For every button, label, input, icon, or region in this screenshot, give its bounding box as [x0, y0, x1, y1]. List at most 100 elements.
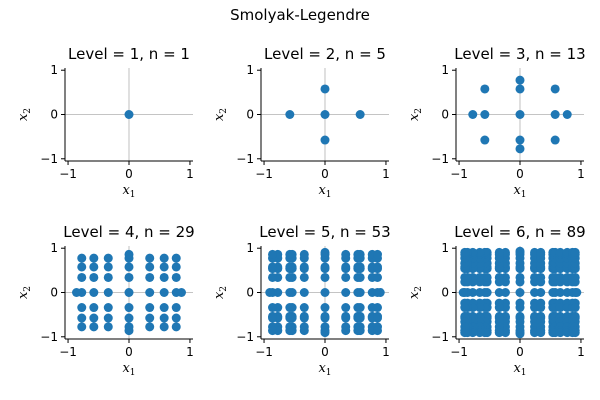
- scatter-point: [145, 253, 155, 263]
- scatter-point: [475, 247, 485, 257]
- panel-3: Level = 3, n = 13 −1 0 1 −1 0 1 x1 x2: [407, 45, 586, 200]
- y-tick-label: −1: [431, 152, 449, 166]
- scatter-point: [341, 249, 351, 259]
- scatter-point: [355, 262, 365, 272]
- scatter-point: [515, 144, 525, 154]
- scatter-point: [536, 303, 546, 313]
- scatter-point: [570, 328, 580, 338]
- scatter-point: [103, 313, 113, 323]
- scatter-point: [515, 135, 525, 145]
- y-tick-label: 0: [441, 286, 449, 300]
- scatter-point: [268, 249, 278, 259]
- scatter-point: [341, 303, 351, 313]
- y-axis-label: x2: [407, 286, 424, 299]
- scatter-point: [372, 303, 382, 313]
- y-axis-label: x2: [212, 108, 229, 121]
- scatter-point: [268, 326, 278, 336]
- y-axis-label: x2: [212, 286, 229, 299]
- scatter-point: [341, 272, 351, 282]
- scatter-point: [480, 135, 490, 145]
- scatter-point: [482, 288, 492, 297]
- panel-title: Level = 4, n = 29: [63, 223, 194, 241]
- scatter-point: [285, 110, 295, 119]
- scatter-point: [555, 288, 565, 297]
- scatter-point: [341, 262, 351, 272]
- scatter-point: [299, 262, 309, 272]
- panel-5: Level = 5, n = 53 −1 0 1 −1 0 1 x1 x2: [212, 223, 391, 378]
- scatter-point: [550, 110, 560, 119]
- scatter-point: [570, 247, 580, 257]
- scatter-point: [89, 313, 99, 323]
- x-axis-label: x1: [513, 361, 526, 378]
- scatter-point: [320, 264, 330, 274]
- panel-title: Level = 1, n = 1: [68, 45, 190, 63]
- scatter-point: [299, 249, 309, 259]
- x-tick-label: 1: [382, 345, 390, 359]
- y-tick-label: 0: [50, 108, 58, 122]
- scatter-point: [536, 272, 546, 282]
- scatter-point: [268, 303, 278, 313]
- panel-1: Level = 1, n = 1 −1 0 1 −1 0 1 x1 x2: [16, 45, 194, 200]
- panel-title: Level = 3, n = 13: [454, 45, 585, 63]
- scatter-point: [458, 288, 468, 297]
- scatter-point: [171, 272, 181, 282]
- x-tick-label: −1: [450, 345, 468, 359]
- scatter-point: [299, 313, 309, 323]
- scatter-point: [494, 247, 504, 257]
- scatter-point: [285, 326, 295, 336]
- scatter-point: [159, 303, 169, 313]
- scatter-point: [124, 272, 134, 282]
- scatter-point: [268, 272, 278, 282]
- scatter-point: [171, 253, 181, 263]
- y-tick-label: 1: [246, 63, 254, 77]
- scatter-point: [341, 313, 351, 323]
- scatter-point: [89, 288, 99, 297]
- scatter-point: [159, 272, 169, 282]
- x-tick-label: 0: [125, 167, 133, 181]
- scatter-point: [77, 253, 87, 263]
- scatter-point: [285, 303, 295, 313]
- y-tick-label: 0: [246, 108, 254, 122]
- scatter-point: [460, 247, 470, 257]
- scatter-point: [176, 288, 186, 297]
- scatter-point: [515, 246, 525, 256]
- scatter-point: [89, 322, 99, 332]
- scatter-point: [285, 249, 295, 259]
- scatter-point: [494, 328, 504, 338]
- scatter-point: [555, 272, 565, 282]
- x-tick-label: 1: [382, 167, 390, 181]
- scatter-point: [320, 84, 330, 94]
- scatter-point: [299, 326, 309, 336]
- scatter-point: [515, 329, 525, 339]
- scatter-point: [299, 288, 309, 297]
- scatter-point: [77, 303, 87, 313]
- scatter-point: [475, 288, 485, 297]
- y-tick-label: −1: [431, 330, 449, 344]
- scatter-point: [353, 288, 363, 297]
- x-axis-label: x1: [122, 361, 135, 378]
- scatter-point: [103, 322, 113, 332]
- scatter-point: [299, 272, 309, 282]
- scatter-point: [494, 272, 504, 282]
- panel-title: Level = 6, n = 89: [454, 223, 585, 241]
- scatter-point: [124, 110, 134, 119]
- scatter-point: [372, 313, 382, 323]
- scatter-point: [299, 303, 309, 313]
- scatter-point: [171, 303, 181, 313]
- scatter-point: [77, 272, 87, 282]
- x-tick-label: −1: [255, 167, 273, 181]
- scatter-point: [103, 253, 113, 263]
- y-tick-label: 1: [441, 241, 449, 255]
- scatter-point: [145, 288, 155, 297]
- y-tick-label: −1: [40, 330, 58, 344]
- y-tick-label: 1: [50, 241, 58, 255]
- scatter-point: [265, 288, 275, 297]
- scatter-point: [124, 288, 134, 297]
- scatter-point: [515, 288, 525, 297]
- x-tick-label: 1: [186, 167, 194, 181]
- scatter-point: [480, 110, 490, 119]
- scatter-point: [268, 313, 278, 323]
- scatter-point: [550, 84, 560, 94]
- scatter-point: [355, 303, 365, 313]
- scatter-point: [145, 272, 155, 282]
